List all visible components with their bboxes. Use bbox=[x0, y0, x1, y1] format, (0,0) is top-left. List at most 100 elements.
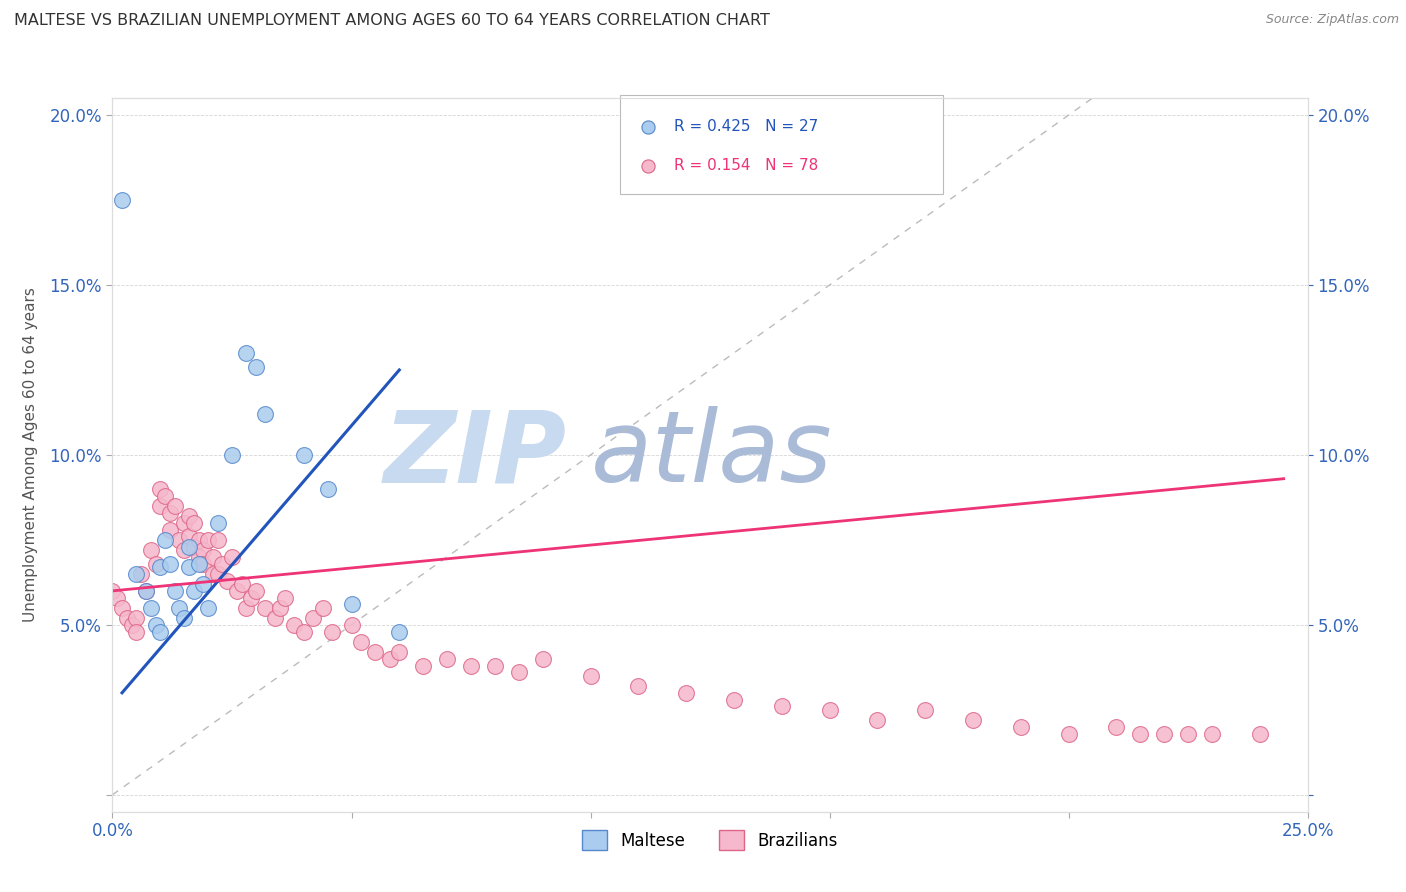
Point bbox=[125, 611, 148, 625]
Point bbox=[579, 669, 602, 683]
Point bbox=[484, 658, 506, 673]
Point bbox=[121, 617, 143, 632]
Point bbox=[508, 665, 530, 680]
Point bbox=[302, 611, 325, 625]
Point bbox=[145, 617, 167, 632]
Point bbox=[193, 543, 215, 558]
Point bbox=[221, 549, 243, 564]
Point bbox=[159, 557, 181, 571]
Y-axis label: Unemployment Among Ages 60 to 64 years: Unemployment Among Ages 60 to 64 years bbox=[24, 287, 38, 623]
Point bbox=[1201, 726, 1223, 740]
Point bbox=[183, 516, 205, 530]
Point bbox=[273, 591, 295, 605]
Point bbox=[115, 611, 138, 625]
Point bbox=[1249, 726, 1271, 740]
Point bbox=[350, 635, 373, 649]
Point bbox=[187, 549, 209, 564]
Text: atlas: atlas bbox=[591, 407, 832, 503]
Point bbox=[264, 611, 287, 625]
Point bbox=[531, 652, 554, 666]
Point bbox=[723, 692, 745, 706]
Point bbox=[135, 583, 157, 598]
Text: R = 0.425   N = 27: R = 0.425 N = 27 bbox=[675, 120, 818, 134]
Point bbox=[187, 557, 209, 571]
Point bbox=[149, 560, 172, 574]
Point bbox=[1105, 720, 1128, 734]
Point bbox=[201, 549, 224, 564]
Point bbox=[316, 482, 339, 496]
Point bbox=[187, 533, 209, 547]
Point bbox=[460, 658, 482, 673]
Point bbox=[111, 600, 134, 615]
Point bbox=[231, 577, 253, 591]
Point bbox=[1057, 726, 1080, 740]
Point bbox=[770, 699, 793, 714]
Point bbox=[153, 489, 176, 503]
Point bbox=[183, 583, 205, 598]
Point bbox=[254, 407, 277, 421]
Point bbox=[135, 583, 157, 598]
Point bbox=[962, 713, 984, 727]
Point bbox=[125, 624, 148, 639]
Point bbox=[163, 499, 186, 513]
Point bbox=[177, 560, 200, 574]
Point bbox=[139, 543, 162, 558]
Text: R = 0.154   N = 78: R = 0.154 N = 78 bbox=[675, 159, 818, 173]
Point bbox=[312, 600, 335, 615]
Point bbox=[254, 600, 277, 615]
Point bbox=[292, 624, 315, 639]
Point bbox=[436, 652, 458, 666]
Point bbox=[207, 533, 229, 547]
Point bbox=[1010, 720, 1032, 734]
Point bbox=[177, 529, 200, 543]
Point bbox=[193, 557, 215, 571]
Point bbox=[627, 679, 650, 693]
Point bbox=[235, 346, 257, 360]
Point bbox=[153, 533, 176, 547]
Point bbox=[201, 566, 224, 581]
Point bbox=[129, 566, 152, 581]
Point bbox=[169, 533, 191, 547]
Point bbox=[193, 577, 215, 591]
Point bbox=[139, 600, 162, 615]
Point bbox=[388, 645, 411, 659]
Point bbox=[145, 557, 167, 571]
Legend: Maltese, Brazilians: Maltese, Brazilians bbox=[575, 823, 845, 857]
Point bbox=[105, 591, 128, 605]
Text: MALTESE VS BRAZILIAN UNEMPLOYMENT AMONG AGES 60 TO 64 YEARS CORRELATION CHART: MALTESE VS BRAZILIAN UNEMPLOYMENT AMONG … bbox=[14, 13, 770, 29]
Point bbox=[211, 557, 233, 571]
Point bbox=[197, 533, 219, 547]
Point bbox=[149, 482, 172, 496]
Point bbox=[1153, 726, 1175, 740]
Point bbox=[197, 600, 219, 615]
Text: Source: ZipAtlas.com: Source: ZipAtlas.com bbox=[1265, 13, 1399, 27]
Point bbox=[866, 713, 889, 727]
Point bbox=[207, 566, 229, 581]
Point bbox=[173, 611, 195, 625]
Point bbox=[388, 624, 411, 639]
Point bbox=[235, 600, 257, 615]
Point bbox=[321, 624, 343, 639]
Point bbox=[159, 523, 181, 537]
Point bbox=[111, 193, 134, 207]
Point bbox=[245, 359, 267, 374]
Point bbox=[217, 574, 239, 588]
Point bbox=[173, 543, 195, 558]
Point bbox=[340, 598, 363, 612]
Point bbox=[159, 506, 181, 520]
Point bbox=[412, 658, 434, 673]
Point bbox=[269, 600, 291, 615]
Point bbox=[149, 624, 172, 639]
Point bbox=[177, 509, 200, 524]
Point bbox=[364, 645, 387, 659]
Point bbox=[169, 600, 191, 615]
Point bbox=[163, 583, 186, 598]
Point bbox=[101, 583, 124, 598]
Point bbox=[125, 566, 148, 581]
Point bbox=[173, 516, 195, 530]
Point bbox=[283, 617, 305, 632]
Point bbox=[914, 703, 936, 717]
Point bbox=[378, 652, 401, 666]
Point bbox=[221, 448, 243, 462]
Point bbox=[240, 591, 263, 605]
